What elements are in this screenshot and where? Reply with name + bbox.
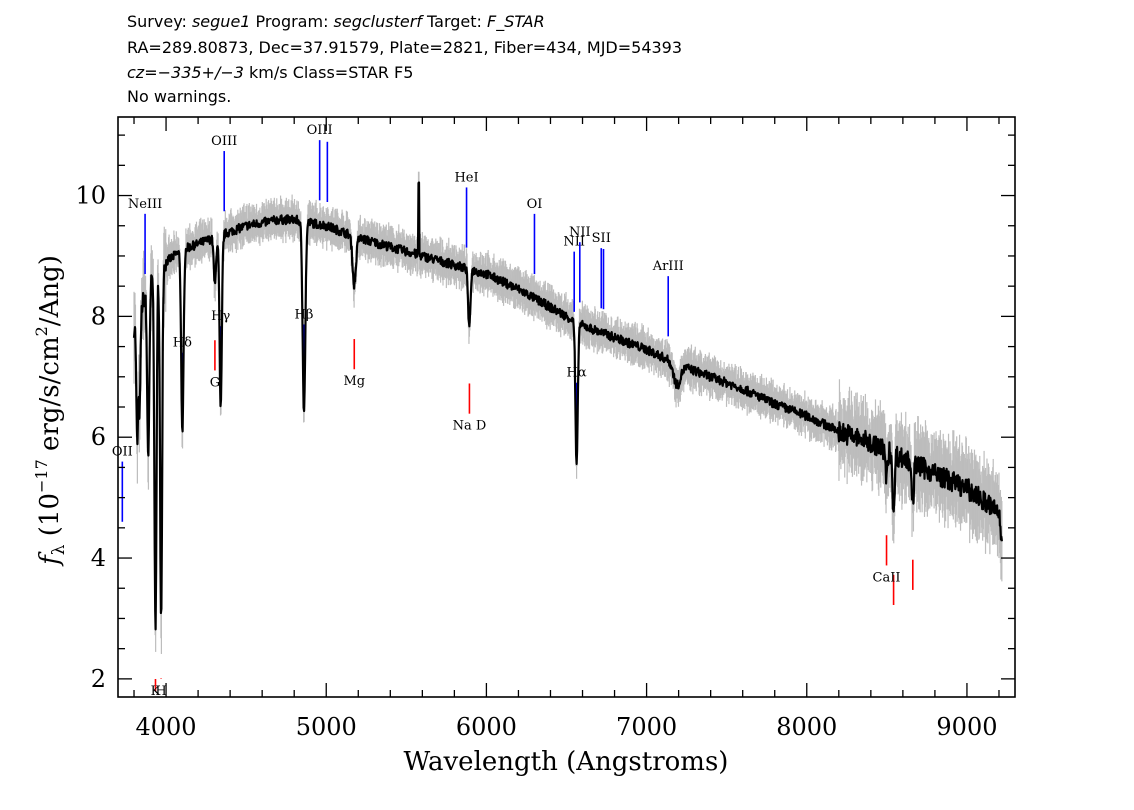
emission-marker-label: NeIII [128, 197, 162, 212]
x-tick-label: 5000 [296, 713, 357, 741]
survey-value: segue1 [192, 12, 251, 31]
absorption-marker-label: Mg [343, 374, 365, 389]
emission-marker-label: Hβ [295, 307, 314, 322]
emission-marker-label: NII [563, 235, 585, 250]
emission-marker-label: SII [592, 231, 611, 246]
target-value: F_STAR [487, 12, 545, 32]
emission-marker-label: OII [112, 445, 133, 460]
x-tick-label: 8000 [776, 713, 837, 741]
absorption-marker-label: H [155, 684, 166, 699]
header-block: Survey: segue1 Program: segclusterf Targ… [127, 12, 682, 106]
y-axis-title: fλ (10−17 erg/s/cm2/Ang) [32, 255, 69, 567]
axis-ticks [118, 117, 1015, 697]
y-tick-label: 10 [75, 182, 106, 210]
absorption-marker-label: CaII [873, 570, 901, 585]
absorption-marker-label: K [151, 684, 161, 699]
x-axis-title: Wavelength (Angstroms) [404, 747, 729, 777]
axis-tick-labels: 4000 5000 6000 7000 8000 9000 2 4 6 8 10 [75, 182, 997, 741]
x-tick-label: 6000 [456, 713, 517, 741]
absorption-marker-label: Na D [453, 419, 487, 434]
emission-marker-label: OIII [211, 134, 237, 149]
y-tick-label: 2 [91, 665, 106, 693]
cz-value: cz=−335+/−3 [127, 63, 244, 82]
emission-marker-label: ArIII [652, 259, 684, 274]
emission-marker-label: NII [569, 225, 591, 240]
header-line-3: cz=−335+/−3 km/s Class=STAR F5 [127, 63, 413, 82]
header-line-2: RA=289.80873, Dec=37.91579, Plate=2821, … [127, 38, 682, 57]
y-tick-label: 8 [91, 302, 106, 330]
x-tick-label: 4000 [136, 713, 197, 741]
y-tick-label: 6 [91, 423, 106, 451]
emission-marker-label: Hγ [211, 309, 230, 324]
spectrum-line [132, 181, 1003, 631]
y-tick-label: 4 [91, 544, 106, 572]
header-line-1: Survey: segue1 Program: segclusterf Targ… [127, 12, 545, 32]
emission-marker-label: Hδ [173, 336, 192, 351]
line-markers [121, 140, 914, 691]
x-tick-label: 9000 [936, 713, 997, 741]
spectrum-series [132, 181, 1003, 631]
emission-marker-label: OIII [307, 123, 333, 138]
emission-marker-label: HeI [454, 170, 478, 185]
program-value: segclusterf [334, 12, 425, 31]
absorption-marker-label: G [210, 375, 220, 390]
x-tick-label: 7000 [616, 713, 677, 741]
emission-marker-label: Hα [567, 366, 587, 381]
header-line-4: No warnings. [127, 87, 231, 106]
emission-marker-label: OI [527, 197, 543, 212]
